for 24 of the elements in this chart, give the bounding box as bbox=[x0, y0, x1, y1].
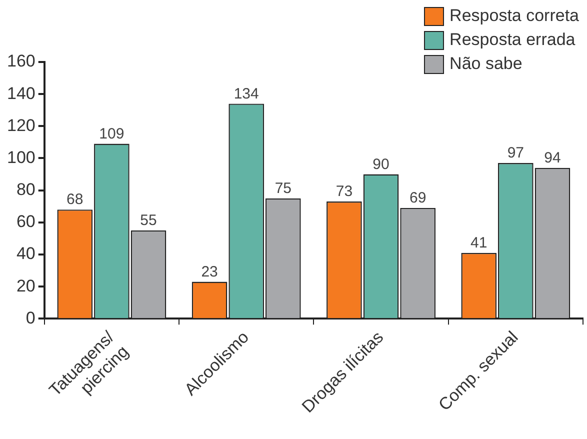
legend-label: Não sabe bbox=[450, 54, 522, 74]
legend-label: Resposta correta bbox=[450, 6, 579, 26]
data-label: 109 bbox=[99, 125, 124, 142]
y-tick-label: 80 bbox=[16, 180, 36, 200]
y-tick-label: 140 bbox=[6, 84, 36, 103]
y-tick-label: 120 bbox=[6, 116, 36, 135]
y-tick-label: 40 bbox=[16, 244, 36, 264]
data-label: 41 bbox=[470, 234, 488, 252]
data-label: 23 bbox=[201, 263, 218, 280]
data-label: 55 bbox=[140, 212, 157, 230]
data-label: 75 bbox=[274, 180, 292, 197]
y-tick-label: 60 bbox=[16, 212, 36, 232]
data-label: 68 bbox=[66, 191, 84, 208]
y-tick-label: 160 bbox=[6, 52, 36, 71]
data-label: 97 bbox=[507, 144, 524, 162]
data-label: 134 bbox=[234, 85, 259, 102]
data-label: 73 bbox=[336, 183, 353, 200]
y-tick-label: 0 bbox=[26, 308, 36, 328]
y-tick-label: 100 bbox=[6, 148, 36, 167]
data-label: 69 bbox=[409, 190, 426, 207]
data-label: 90 bbox=[372, 156, 390, 173]
y-tick-label: 20 bbox=[16, 276, 36, 296]
legend-label: Resposta errada bbox=[450, 30, 576, 50]
data-label: 94 bbox=[544, 150, 561, 167]
